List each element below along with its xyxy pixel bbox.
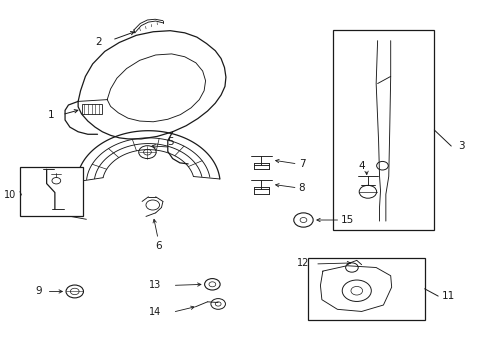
Bar	[81, 104, 102, 114]
Bar	[308, 257, 424, 320]
Text: 4: 4	[358, 161, 364, 171]
Text: 1: 1	[48, 110, 54, 120]
Text: 5: 5	[166, 137, 173, 147]
Text: 11: 11	[441, 291, 454, 301]
Bar	[20, 167, 83, 216]
Bar	[332, 30, 433, 230]
Text: 14: 14	[148, 307, 161, 317]
Text: 9: 9	[35, 287, 41, 296]
Text: 3: 3	[458, 141, 464, 151]
Text: 10: 10	[4, 190, 17, 200]
Text: 15: 15	[341, 215, 354, 225]
Text: 12: 12	[296, 258, 308, 268]
Text: 7: 7	[298, 159, 305, 169]
Text: 2: 2	[96, 37, 102, 48]
Text: 13: 13	[148, 280, 161, 291]
Text: 6: 6	[155, 241, 161, 251]
Text: 8: 8	[298, 183, 305, 193]
